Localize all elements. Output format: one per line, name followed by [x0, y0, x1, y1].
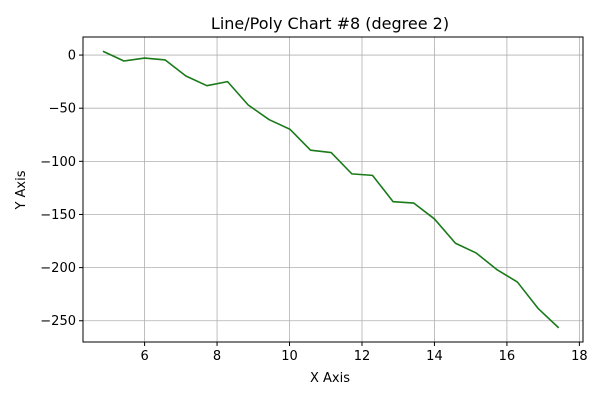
axis-ticks: 6 8 10 12 14 16 18 0 −50 −100 −150 −200 −250 [40, 49, 587, 364]
x-tick-label: 10 [281, 349, 298, 364]
x-tick-label: 8 [213, 349, 221, 364]
y-tick-label: −50 [49, 102, 76, 117]
series-line [102, 50, 560, 329]
x-tick-label: 16 [499, 349, 516, 364]
plot-frame [82, 36, 584, 343]
grid-lines [83, 37, 583, 342]
series-layer [102, 50, 560, 329]
y-axis-title: Y Axis [14, 170, 29, 210]
x-tick-label: 12 [354, 349, 371, 364]
y-tick-label: −150 [40, 208, 76, 223]
x-tick-label: 14 [426, 349, 443, 364]
y-tick-label: 0 [68, 49, 76, 64]
y-tick-label: −200 [40, 261, 76, 276]
x-tick-label: 6 [140, 349, 148, 364]
x-axis-title: X Axis [310, 371, 350, 386]
chart-title: Line/Poly Chart #8 (degree 2) [211, 14, 449, 33]
y-tick-label: −250 [40, 314, 76, 329]
y-tick-label: −100 [40, 155, 76, 170]
x-tick-label: 18 [571, 349, 588, 364]
